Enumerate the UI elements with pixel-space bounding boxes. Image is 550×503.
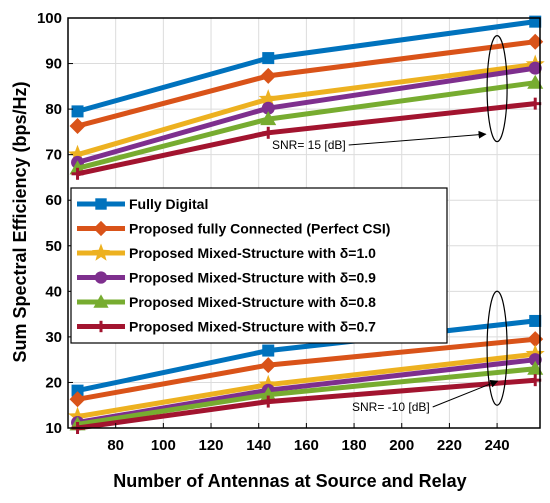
legend-label: Proposed Mixed-Structure with δ=1.0 [129, 245, 376, 261]
annotation-text: SNR= -10 [dB] [352, 400, 430, 414]
y-tick-label: 30 [45, 329, 62, 346]
plus-marker [529, 374, 542, 387]
x-tick-label: 140 [246, 437, 271, 454]
legend-label: Proposed Mixed-Structure with δ=0.7 [129, 319, 376, 335]
plot-frame [67, 17, 541, 429]
y-tick-label: 80 [45, 101, 62, 118]
diamond-marker [69, 117, 86, 134]
circle-marker [528, 61, 542, 75]
square-marker [529, 314, 542, 327]
square-marker [529, 15, 542, 28]
legend-label: Proposed Mixed-Structure with δ=0.9 [129, 270, 376, 286]
series-0 [71, 15, 542, 118]
tick-labels: 80 100 120 140 160 180 200 220 240 10 20 30 40 50 60 70… [37, 10, 510, 454]
legend-box [70, 187, 448, 344]
y-tick-label: 60 [45, 192, 62, 209]
y-tick-label: 70 [45, 147, 62, 164]
square-marker [71, 384, 84, 397]
legend-label: Proposed fully Connected (Perfect CSI) [129, 221, 390, 237]
legend-item: Proposed Mixed-Structure with δ=0.9 [77, 270, 376, 286]
legend-label: Fully Digital [129, 196, 208, 212]
y-axis-label: Sum Spectral Efficiency (bps/Hz) [10, 81, 30, 362]
annotation-ellipse [486, 35, 508, 143]
y-tick-label: 90 [45, 56, 62, 73]
series-7 [69, 331, 544, 408]
legend: Fully Digital Proposed fully Connected (P… [70, 187, 448, 344]
series-5 [71, 97, 542, 180]
x-axis-label: Number of Antennas at Source and Relay [113, 471, 466, 491]
series-1 [69, 33, 544, 134]
plus-marker [71, 167, 84, 180]
x-tick-label: 180 [342, 437, 367, 454]
y-tick-label: 20 [45, 374, 62, 391]
square-marker [95, 198, 107, 210]
x-tick-label: 80 [107, 437, 124, 454]
diamond-marker [527, 33, 544, 50]
annotation-arrow [432, 379, 499, 408]
axes-box [67, 17, 541, 429]
y-tick-label: 100 [37, 10, 62, 27]
legend-item: Proposed Mixed-Structure with δ=1.0 [77, 243, 376, 261]
annotations: SNR= 15 [dB] SNR= -10 [dB] [272, 35, 508, 414]
x-tick-label: 220 [437, 437, 462, 454]
circle-marker [94, 271, 108, 284]
star-marker [92, 243, 110, 261]
plus-marker [95, 320, 107, 333]
star-marker [68, 144, 87, 163]
y-tick-label: 10 [45, 420, 62, 437]
diamond-marker [260, 67, 277, 84]
square-marker [71, 105, 84, 118]
star-marker [68, 406, 87, 425]
triangle-marker [527, 74, 544, 89]
circle-marker [261, 101, 275, 115]
x-tick-label: 100 [151, 437, 176, 454]
circle-marker [528, 353, 542, 367]
legend-item: Fully Digital [77, 196, 208, 212]
plus-marker [262, 126, 275, 139]
annotation-ellipse [486, 290, 508, 406]
annotation-text: SNR= 15 [dB] [272, 138, 346, 152]
plus-marker [529, 97, 542, 110]
square-marker [262, 52, 275, 65]
series-4 [69, 74, 544, 175]
diamond-marker [527, 331, 544, 348]
plus-marker [262, 395, 275, 408]
diamond-marker [69, 391, 86, 408]
diamond-marker [93, 220, 109, 237]
legend-item: Proposed Mixed-Structure with δ=0.8 [77, 294, 376, 310]
square-marker [262, 344, 275, 357]
y-tick-label: 50 [45, 238, 62, 255]
legend-item: Proposed Mixed-Structure with δ=0.7 [77, 319, 376, 335]
legend-label: Proposed Mixed-Structure with δ=0.8 [129, 294, 376, 310]
series-layer [68, 15, 545, 434]
triangle-marker [260, 386, 277, 401]
triangle-marker [93, 294, 109, 308]
legend-item: Proposed fully Connected (Perfect CSI) [77, 221, 390, 237]
x-tick-label: 200 [389, 437, 414, 454]
triangle-marker [527, 360, 544, 375]
annotation-arrow [348, 130, 487, 146]
x-tick-label: 120 [199, 437, 224, 454]
x-tick-label: 160 [294, 437, 319, 454]
diamond-marker [260, 357, 277, 374]
x-tick-label: 240 [485, 437, 510, 454]
star-marker [258, 89, 278, 108]
triangle-marker [260, 111, 277, 126]
y-tick-label: 40 [45, 283, 62, 300]
